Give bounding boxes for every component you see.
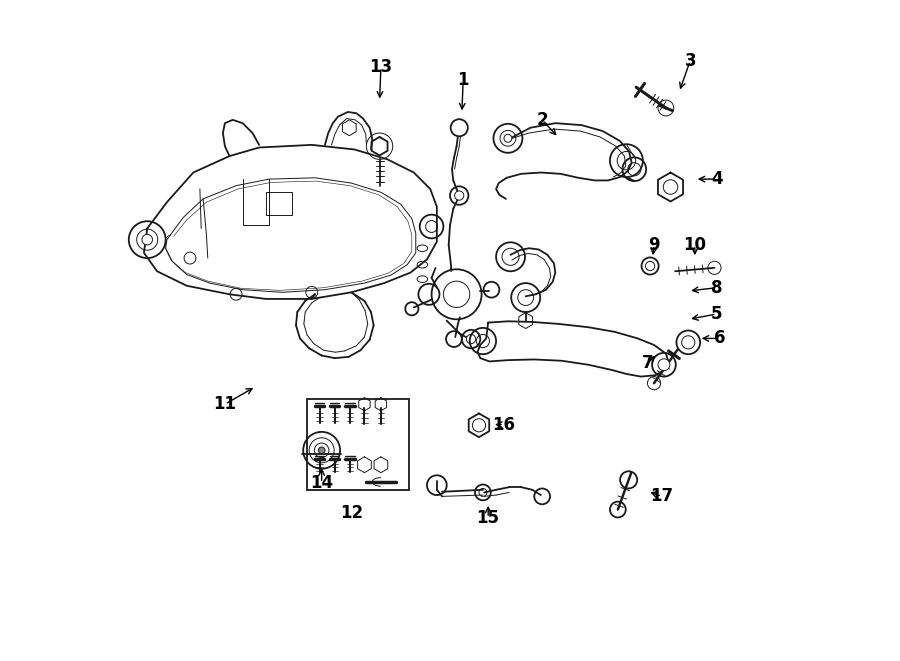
Text: 16: 16 [492, 416, 516, 434]
Text: 15: 15 [477, 509, 500, 527]
Text: 9: 9 [648, 236, 660, 254]
Circle shape [142, 235, 152, 245]
Bar [266, 192, 292, 215]
Circle shape [319, 447, 325, 453]
Text: 14: 14 [310, 474, 333, 492]
Text: 6: 6 [714, 329, 725, 348]
Text: 8: 8 [711, 279, 723, 297]
Circle shape [454, 191, 464, 200]
Text: 7: 7 [642, 354, 653, 372]
Text: 10: 10 [683, 236, 706, 254]
Text: 11: 11 [213, 395, 237, 413]
Text: 1: 1 [457, 71, 469, 89]
Circle shape [504, 134, 512, 142]
Text: 13: 13 [369, 58, 392, 76]
Circle shape [658, 359, 670, 371]
Text: 12: 12 [339, 504, 363, 522]
Text: 17: 17 [651, 487, 673, 506]
Text: 3: 3 [684, 52, 696, 69]
Bar [307, 399, 409, 490]
Text: 4: 4 [711, 170, 723, 188]
Text: 5: 5 [711, 305, 723, 323]
Circle shape [466, 334, 476, 344]
Text: 2: 2 [536, 111, 548, 129]
